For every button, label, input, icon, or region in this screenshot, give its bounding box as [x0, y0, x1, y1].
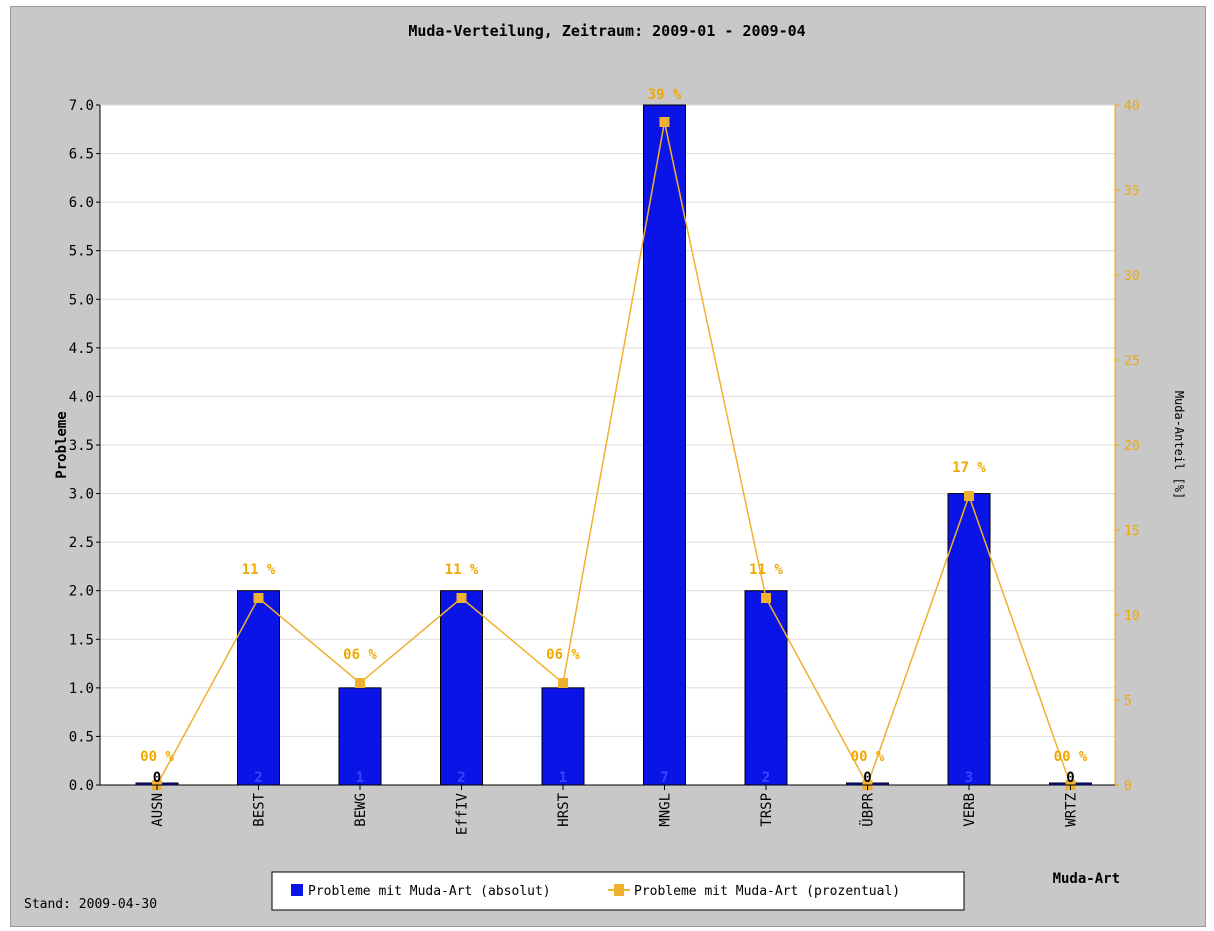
percent-label: 39 % [648, 87, 682, 103]
y2-tick-label: 30 [1124, 269, 1140, 284]
percent-label: 00 % [851, 749, 885, 765]
bar [541, 687, 585, 786]
data-labels: 0 2 1 2 1 7 2 0 3 0 00 % 11 % 06 % 11 % 06 % 39 % 11 % 00… [140, 87, 1088, 786]
y2-tick-label: 15 [1124, 524, 1140, 539]
y2-tick-label: 25 [1124, 354, 1140, 369]
bar [237, 590, 280, 786]
y2-tick-label: 20 [1124, 439, 1140, 454]
legend-label-percent: Probleme mit Muda-Art (prozentual) [634, 884, 900, 899]
x-tick-label: MNGL [658, 793, 674, 827]
y2-tick-label: 0 [1124, 779, 1132, 794]
bar-value-label: 2 [457, 770, 465, 786]
percent-label: 06 % [546, 647, 580, 663]
bar-value-label: 0 [1066, 770, 1074, 786]
bar-value-label: 7 [660, 770, 668, 786]
bar-value-label: 3 [965, 770, 973, 786]
stand-date: Stand: 2009-04-30 [24, 897, 157, 912]
x-tick-label: AUSN [150, 793, 166, 827]
line-point [456, 593, 467, 603]
y-axis-label: Probleme [54, 411, 70, 478]
bar [338, 687, 382, 786]
percent-label: 00 % [1054, 749, 1088, 765]
chart-title: Muda-Verteilung, Zeitraum: 2009-01 - 200… [408, 22, 805, 40]
legend-label-absolute: Probleme mit Muda-Art (absolut) [308, 884, 551, 899]
y-tick-label: 1.0 [69, 681, 94, 697]
y2-tick-label: 5 [1124, 694, 1132, 709]
y-tick-label: 0.0 [69, 778, 94, 794]
percent-label: 17 % [952, 460, 986, 476]
grid [100, 104, 1115, 737]
x-tick-label: HRST [556, 792, 572, 826]
bar-value-label: 1 [356, 770, 364, 786]
line-point [558, 678, 568, 688]
percent-label: 11 % [749, 562, 783, 578]
y-tick-label: 3.0 [69, 487, 94, 503]
line-point [761, 593, 771, 603]
bar [744, 590, 788, 786]
y2-tick-label: 35 [1124, 184, 1140, 199]
y-tick-label: 2.0 [69, 584, 94, 600]
bar-value-label: 2 [762, 770, 770, 786]
y2-axis-label: Muda-Anteil [%] [1172, 391, 1186, 499]
y-tick-label: 5.5 [69, 244, 94, 260]
y-tick-label: 4.5 [69, 341, 94, 357]
x-tick-label: EffIV [455, 792, 471, 835]
x-tick-label: WRTZ [1064, 793, 1080, 827]
line-point [964, 491, 974, 501]
y-tick-label: 0.5 [69, 729, 94, 745]
y-tick-label: 6.5 [69, 147, 94, 163]
percent-label: 11 % [445, 562, 479, 578]
legend-swatch-absolute [291, 884, 303, 896]
bar-value-label: 0 [863, 770, 871, 786]
y-tick-label: 7.0 [69, 98, 94, 114]
x-tick-label: VERB [962, 793, 978, 827]
x-tick-label: BEWG [353, 793, 369, 827]
bar-value-label: 0 [153, 770, 161, 786]
percent-label: 06 % [343, 647, 377, 663]
legend: Probleme mit Muda-Art (absolut) Probleme… [271, 871, 965, 911]
x-tick-label: TRSP [759, 793, 775, 827]
y-tick-label: 1.5 [69, 632, 94, 648]
bar-value-label: 1 [559, 770, 567, 786]
x-axis-label: Muda-Art [1053, 871, 1120, 887]
line-point [253, 593, 264, 603]
legend-swatch-percent [614, 884, 624, 896]
line-point [355, 678, 365, 688]
y2-tick-label: 40 [1124, 99, 1140, 114]
bar [643, 104, 686, 786]
y-tick-label: 4.0 [69, 389, 94, 405]
y-tick-label: 3.5 [69, 438, 94, 454]
bar-value-label: 2 [254, 770, 262, 786]
y-tick-label: 6.0 [69, 195, 94, 211]
percent-label: 11 % [242, 562, 276, 578]
percent-label: 00 % [140, 749, 174, 765]
x-tick-label: ÜBPR [859, 792, 877, 826]
bar [440, 590, 483, 786]
x-tick-label: BEST [252, 792, 268, 826]
axes: 0.0 0.5 1.0 1.5 2.0 2.5 3.0 3.5 4.0 4.5 5.0 5.5 6.0 6… [69, 98, 1140, 835]
line-point [659, 117, 670, 127]
bar [947, 493, 991, 786]
y-tick-label: 5.0 [69, 292, 94, 308]
y-tick-label: 2.5 [69, 535, 94, 551]
percent-series-line [156, 121, 1072, 787]
y2-tick-label: 10 [1124, 609, 1140, 624]
